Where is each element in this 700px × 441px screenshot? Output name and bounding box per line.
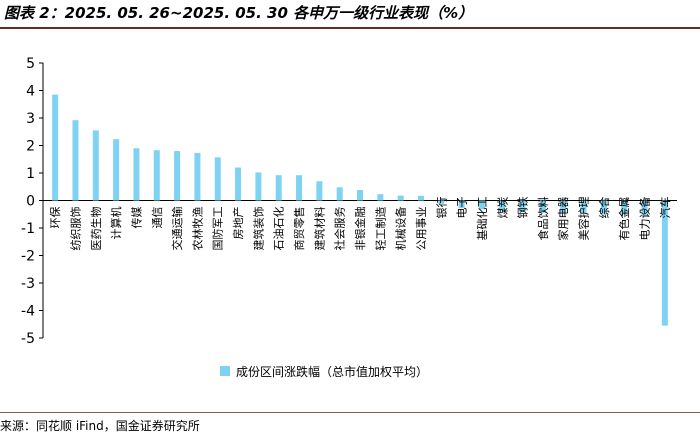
bar <box>92 130 99 201</box>
x-tick-label: 美容护理 <box>577 197 591 241</box>
legend: 成份区间涨跌幅（总市值加权平均） <box>220 364 428 379</box>
bar <box>52 94 59 201</box>
y-tick-label: -5 <box>21 331 35 347</box>
x-tick-label: 传媒 <box>130 207 143 229</box>
x-tick-label: 农林牧渔 <box>190 207 204 251</box>
x-tick-label: 交通运输 <box>170 207 184 251</box>
bar <box>275 175 282 201</box>
bar <box>72 120 79 201</box>
x-tick-label: 轻工制造 <box>373 207 387 251</box>
x-tick-label: 有色金属 <box>617 197 631 241</box>
x-tick-label: 公用事业 <box>415 207 428 251</box>
y-tick-label: 2 <box>26 139 35 155</box>
x-tick-label: 国防军工 <box>211 207 225 251</box>
bar <box>478 200 485 210</box>
x-tick-label: 纺织服饰 <box>68 207 82 251</box>
bar <box>357 190 363 201</box>
bar <box>336 187 343 201</box>
x-tick-label: 石油石化 <box>272 207 286 251</box>
x-tick-label: 基础化工 <box>475 197 489 241</box>
y-tick-label: -3 <box>21 276 35 292</box>
bar <box>417 195 424 201</box>
y-tick-label: 5 <box>26 56 35 72</box>
x-tick-label: 商贸零售 <box>292 207 306 251</box>
x-tick-label: 非银金融 <box>353 207 367 251</box>
bar <box>133 148 140 201</box>
x-tick-label: 电力设备 <box>638 197 652 241</box>
x-tick-label: 煤炭 <box>496 197 509 219</box>
y-tick-label: 0 <box>26 194 35 210</box>
legend-label: 成份区间涨跌幅（总市值加权平均） <box>236 364 428 379</box>
y-tick-label: -2 <box>21 249 35 265</box>
legend-swatch <box>220 366 230 376</box>
bar <box>316 181 323 201</box>
bar <box>539 200 546 213</box>
x-tick-label: 环保 <box>48 207 62 229</box>
x-tick-label: 通信 <box>151 207 164 229</box>
x-tick-label: 计算机 <box>109 207 123 240</box>
bars <box>52 94 668 326</box>
bar <box>661 200 668 326</box>
figure-title: 图表 2：2025. 05. 26~2025. 05. 30 各申万一级行业表现… <box>4 4 474 22</box>
bar <box>113 139 120 201</box>
bar <box>458 200 465 209</box>
y-tick-label: 1 <box>26 166 35 182</box>
bar <box>235 167 242 201</box>
bar <box>153 150 160 201</box>
bar <box>621 200 628 215</box>
x-tick-label: 银行 <box>434 197 448 219</box>
x-tick-label: 综合 <box>597 197 611 219</box>
bar <box>255 172 262 201</box>
x-tick-label: 食品饮料 <box>536 197 550 241</box>
bar <box>580 200 587 213</box>
bar <box>174 151 181 201</box>
x-tick-label: 电子 <box>456 197 469 219</box>
bar <box>560 200 567 213</box>
y-tick-label: 3 <box>26 111 35 127</box>
bar <box>194 152 201 201</box>
x-tick-label: 房地产 <box>231 207 245 240</box>
bar <box>397 195 404 201</box>
x-tick-label: 建筑装饰 <box>251 207 265 251</box>
bar <box>296 175 303 201</box>
x-tick-label: 社会服务 <box>333 207 347 251</box>
bar <box>600 200 607 215</box>
x-tick-label: 钢铁 <box>517 197 530 219</box>
x-tick-label: 建筑材料 <box>312 207 326 251</box>
x-tick-label: 机械设备 <box>394 207 408 251</box>
y-tick-label: 4 <box>26 84 35 100</box>
bar <box>641 200 648 217</box>
source-divider <box>0 412 700 413</box>
y-tick-label: -1 <box>21 221 35 237</box>
bar <box>214 157 221 201</box>
title-divider <box>0 27 700 29</box>
bar <box>519 200 526 213</box>
source-note: 来源：同花顺 iFind，国金证券研究所 <box>0 419 200 433</box>
x-tick-labels: 环保 纺织服饰 医药生物 计算机 传媒 通信 交通运输 农林牧渔 国防军工 房地产 建筑装饰 石油石化… <box>48 197 672 251</box>
x-tick-label: 医药生物 <box>89 207 103 251</box>
x-tick-label: 汽车 <box>658 197 672 219</box>
x-tick-label: 家用电器 <box>556 197 570 241</box>
bar <box>438 200 445 204</box>
y-tick-label: -4 <box>21 304 35 320</box>
bar <box>377 194 384 201</box>
bar <box>499 200 506 211</box>
